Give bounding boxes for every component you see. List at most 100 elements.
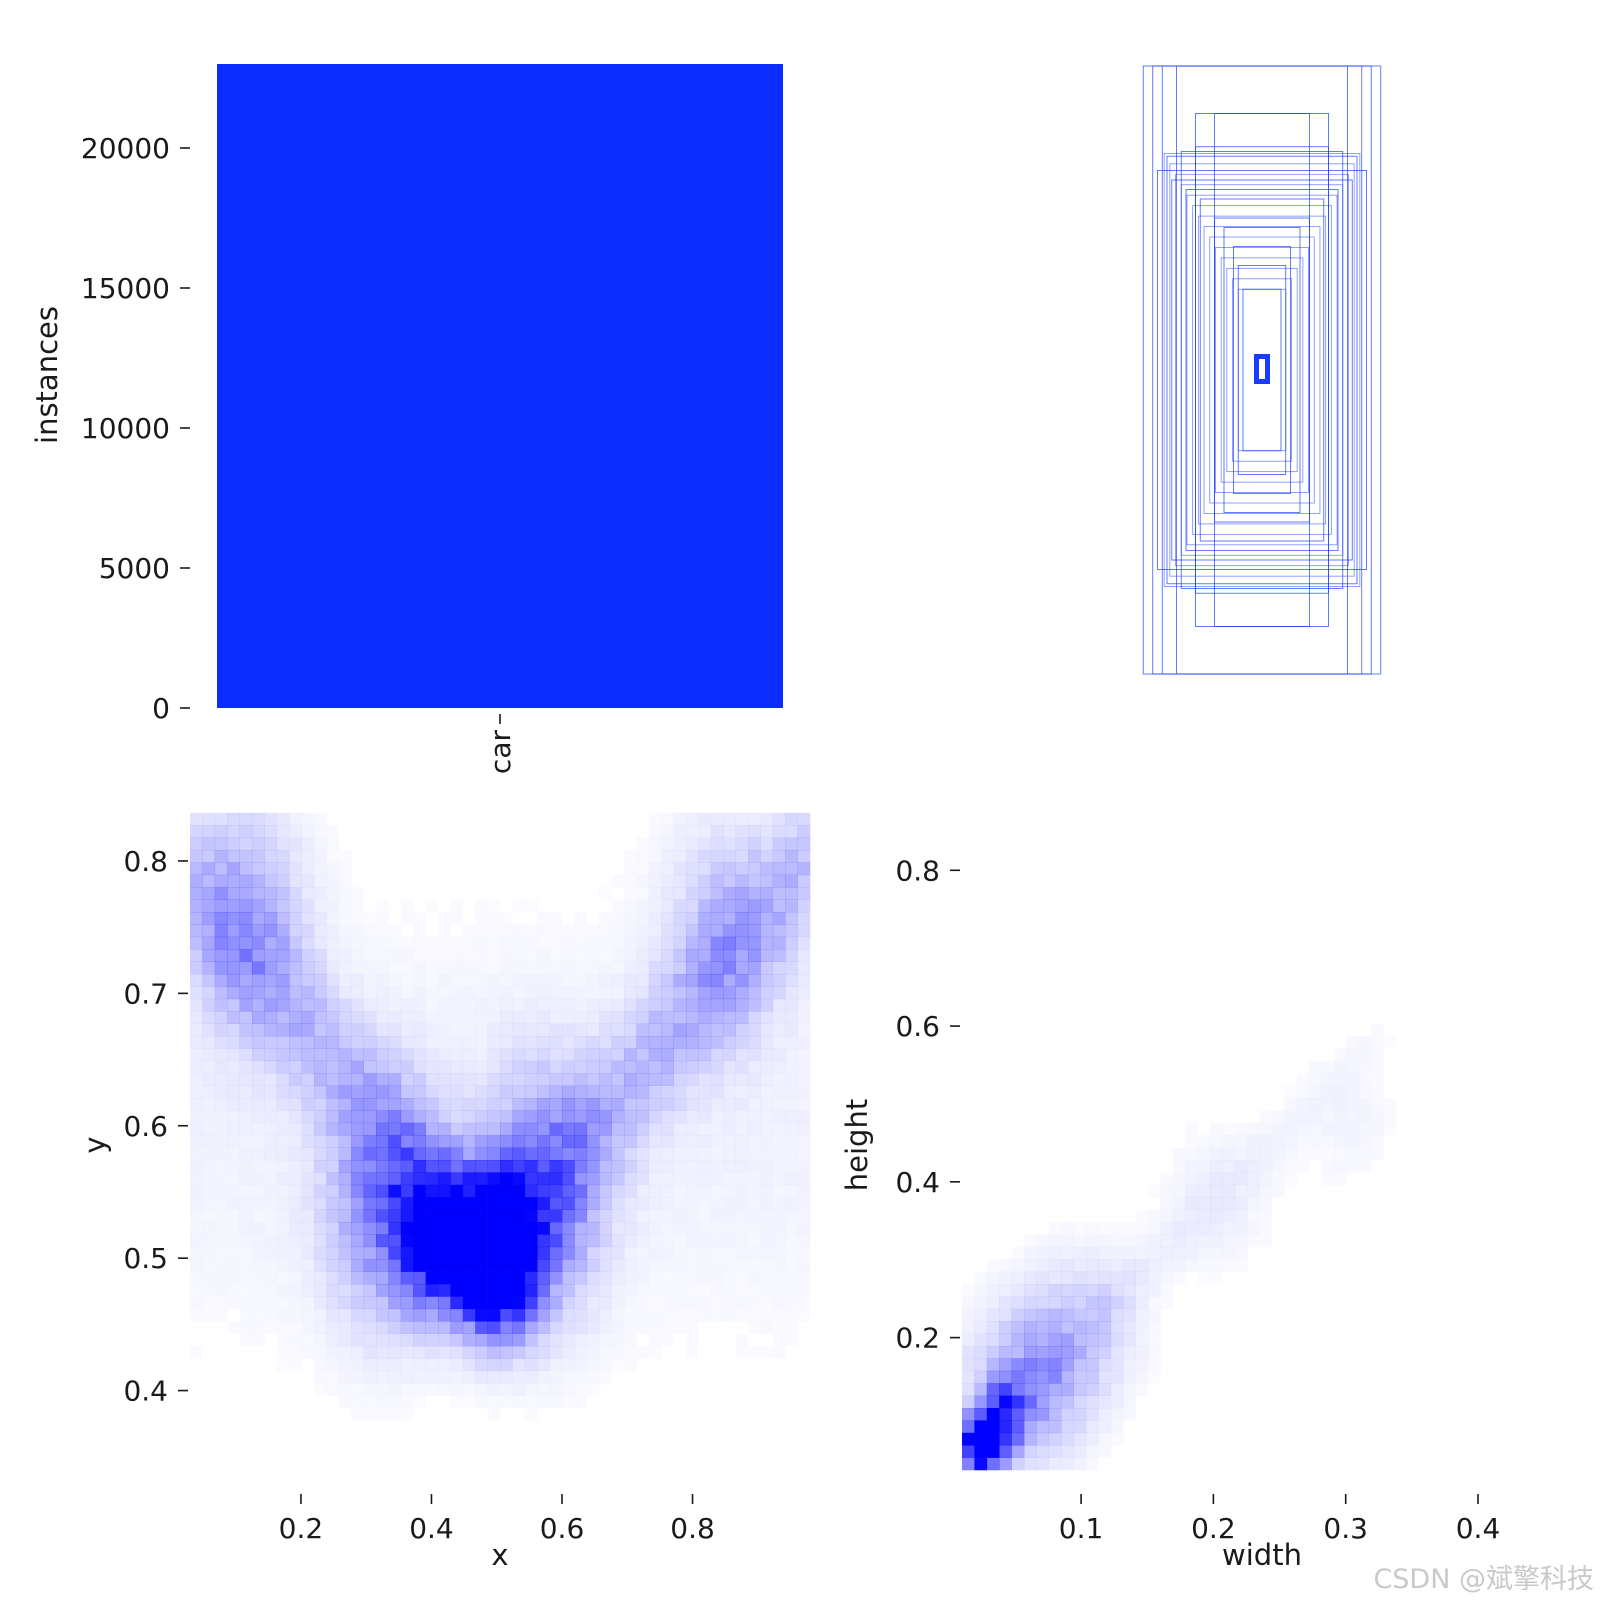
heat-cell <box>425 1011 439 1024</box>
heat-cell <box>648 961 662 975</box>
heat-cell <box>326 1011 340 1024</box>
heat-cell <box>599 1011 612 1024</box>
heat-cell <box>562 1060 575 1074</box>
heat-cell <box>463 1383 476 1396</box>
heat-cell <box>487 1321 501 1334</box>
heat-cell <box>363 1184 377 1198</box>
heat-cell <box>1272 1110 1285 1123</box>
heat-cell <box>462 1296 476 1310</box>
heat-cell <box>1123 1222 1136 1235</box>
heat-cell <box>252 912 265 925</box>
heat-cell <box>413 1396 426 1409</box>
heat-cell <box>974 1284 987 1297</box>
heat-cell <box>649 838 662 851</box>
heat-cell <box>1284 1086 1297 1099</box>
heat-cell <box>673 1135 687 1148</box>
heat-cell <box>425 1172 439 1186</box>
heat-cell <box>624 1334 637 1347</box>
heat-cell <box>351 1197 364 1210</box>
heat-cell <box>537 1184 550 1198</box>
heat-cell <box>599 1296 612 1310</box>
heat-cell <box>586 1023 600 1037</box>
heat-cell <box>252 812 265 826</box>
heat-cell <box>438 937 451 950</box>
heat-cell <box>475 1234 488 1248</box>
heat-cell <box>351 1370 364 1384</box>
heat-cell <box>438 1370 451 1384</box>
heat-cell <box>735 1036 749 1049</box>
heat-cell <box>351 949 364 962</box>
x-tick-label: 0.2 <box>1191 1512 1236 1545</box>
heat-cell <box>450 1271 464 1285</box>
heat-cell <box>537 1321 550 1334</box>
heat-cell <box>586 1222 600 1235</box>
heat-cell <box>438 1036 451 1049</box>
heat-cell <box>586 1098 600 1111</box>
heat-cell <box>363 1060 377 1074</box>
heat-cell <box>500 1160 513 1173</box>
heat-cell <box>376 1122 389 1136</box>
heat-cell <box>326 1321 340 1334</box>
heat-cell <box>797 961 811 975</box>
heat-cell <box>425 1036 439 1049</box>
heat-cell <box>202 1272 215 1285</box>
heat-cell <box>686 1048 699 1062</box>
heat-cell <box>962 1432 975 1446</box>
heat-cell <box>289 1309 302 1322</box>
heat-cell <box>673 1023 687 1037</box>
heat-cell <box>599 1023 612 1037</box>
heat-cell <box>351 1011 364 1024</box>
heat-cell <box>388 949 401 962</box>
heat-cell <box>698 1023 712 1037</box>
heat-cell <box>462 1036 476 1049</box>
heat-cell <box>760 998 774 1012</box>
heat-cell <box>661 1197 674 1210</box>
heat-cell <box>785 1011 798 1024</box>
heat-cell <box>227 1259 240 1272</box>
heat-cell <box>289 887 302 900</box>
heat-cell <box>674 1284 687 1297</box>
heat-cell <box>438 1135 451 1148</box>
heat-cell <box>686 998 699 1012</box>
heat-cell <box>388 1048 402 1062</box>
heat-cell <box>735 912 749 925</box>
heat-cell <box>487 1085 501 1099</box>
heat-cell <box>962 1420 975 1434</box>
heat-cell <box>426 937 439 950</box>
heat-cell <box>735 887 749 900</box>
heat-cell <box>239 1110 253 1124</box>
heat-cell <box>599 1036 612 1049</box>
heat-cell <box>314 1234 327 1248</box>
heat-cell <box>363 1284 377 1297</box>
heat-cell <box>1048 1395 1062 1409</box>
heat-cell <box>772 1085 786 1099</box>
heat-cell <box>1011 1259 1025 1272</box>
heat-cell <box>798 1309 811 1322</box>
heat-cell <box>239 850 253 863</box>
heat-cell <box>1011 1358 1025 1372</box>
heat-cell <box>326 1259 340 1272</box>
heat-cell <box>462 1085 476 1099</box>
heat-cell <box>611 1184 625 1198</box>
heat-cell <box>711 1296 724 1309</box>
heat-cell <box>438 912 451 925</box>
heat-cell <box>537 1296 550 1310</box>
heat-cell <box>190 1284 203 1297</box>
heat-cell <box>686 1321 699 1334</box>
xy-heatmap: 0.2 0.4 0.6 0.80.40.50.60.70.8xy <box>78 812 811 1572</box>
heat-cell <box>723 936 736 950</box>
heat-cell <box>338 1073 352 1086</box>
heat-cell <box>574 937 587 950</box>
heat-cell <box>326 887 340 900</box>
heat-cell <box>1036 1457 1050 1471</box>
y-tick-label: 0.2 <box>895 1322 940 1355</box>
heat-cell <box>500 962 513 975</box>
heat-cell <box>735 961 749 975</box>
heat-cell <box>1136 1383 1149 1396</box>
heat-cell <box>723 899 736 913</box>
heat-cell <box>710 850 724 863</box>
heat-cell <box>648 1073 662 1086</box>
heat-cell <box>710 812 724 826</box>
heat-cell <box>363 1358 377 1372</box>
heat-cell <box>450 1110 464 1124</box>
